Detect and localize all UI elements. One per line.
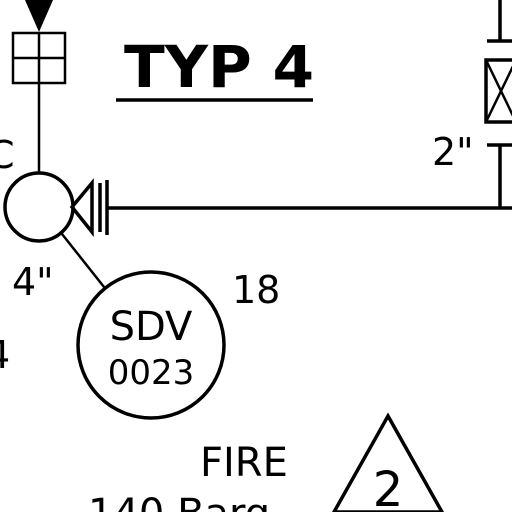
cut-letter-left: C	[0, 133, 15, 177]
instrument-leader	[61, 233, 105, 288]
page-title: TYP 4	[124, 33, 314, 101]
revision-triangle	[331, 412, 445, 512]
instrument-bubble	[76, 270, 226, 420]
valve-body-circle	[3, 171, 75, 243]
revision-number: 2	[373, 462, 404, 512]
valve-triangle	[69, 178, 94, 237]
valve-actuator-box	[11, 31, 67, 85]
instrument-tag-number: 0023	[108, 353, 195, 393]
line-number: 18	[232, 268, 280, 312]
cut-digit-left: 4	[0, 333, 10, 377]
check-valve-icon	[484, 58, 512, 124]
fire-label: FIRE	[200, 440, 288, 486]
pipe-size-right: 2"	[432, 130, 474, 174]
flow-arrow-icon	[25, 0, 53, 32]
pipe-size-left: 4"	[12, 260, 54, 304]
instrument-tag-type: SDV	[110, 304, 193, 350]
pressure-label: 140 Barg	[88, 491, 270, 512]
